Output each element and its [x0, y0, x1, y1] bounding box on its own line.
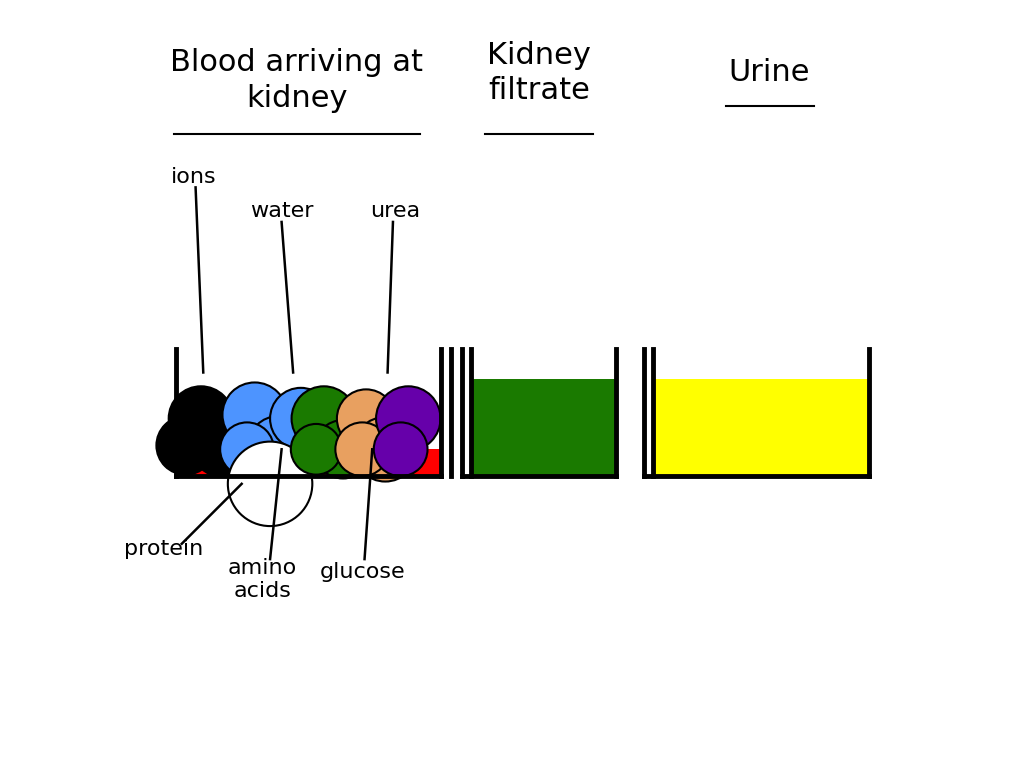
Text: ions: ions — [170, 167, 216, 187]
Circle shape — [222, 382, 287, 447]
Circle shape — [336, 422, 389, 476]
Circle shape — [374, 422, 428, 476]
Bar — [471, 379, 615, 476]
Text: Blood arriving at
kidney: Blood arriving at kidney — [170, 48, 424, 113]
Text: Kidney
filtrate: Kidney filtrate — [487, 41, 591, 105]
Circle shape — [157, 416, 215, 475]
Text: urea: urea — [371, 201, 420, 221]
Circle shape — [194, 422, 247, 476]
Text: glucose: glucose — [319, 562, 406, 582]
Circle shape — [313, 420, 373, 478]
Circle shape — [220, 422, 274, 476]
Text: water: water — [250, 201, 313, 221]
Circle shape — [227, 442, 312, 526]
Text: amino
acids: amino acids — [227, 558, 297, 601]
Circle shape — [270, 388, 332, 449]
Circle shape — [353, 417, 418, 482]
Circle shape — [169, 386, 233, 451]
Circle shape — [376, 386, 440, 451]
Circle shape — [337, 389, 395, 448]
Text: protein: protein — [125, 539, 204, 559]
Circle shape — [291, 424, 341, 475]
Text: Urine: Urine — [728, 58, 810, 88]
Circle shape — [249, 416, 307, 475]
Bar — [176, 449, 441, 476]
Circle shape — [292, 386, 356, 451]
Bar — [653, 379, 869, 476]
